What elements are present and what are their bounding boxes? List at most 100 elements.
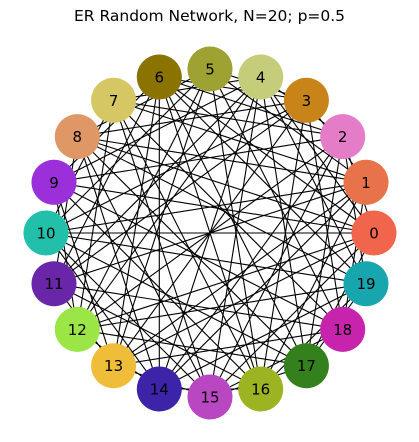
node-circle-12 — [54, 306, 100, 352]
edge-5-10 — [45, 68, 211, 234]
edge-7-10 — [45, 100, 115, 234]
edge-6-11 — [53, 76, 160, 284]
node-5: 5 — [187, 46, 233, 92]
node-label-5: 5 — [205, 61, 215, 79]
edge-layer — [45, 68, 375, 398]
edge-4-19 — [260, 76, 367, 284]
node-15: 15 — [187, 374, 233, 420]
node-circle-4 — [238, 54, 284, 100]
edge-10-15 — [45, 232, 211, 398]
node-label-10: 10 — [36, 225, 55, 243]
node-label-13: 13 — [104, 357, 123, 375]
node-label-9: 9 — [49, 174, 59, 192]
edge-0-9 — [53, 181, 375, 234]
edge-6-17 — [158, 76, 307, 366]
edge-5-8 — [77, 68, 211, 138]
node-label-8: 8 — [73, 128, 83, 146]
node-circle-10 — [23, 210, 69, 256]
edge-10-17 — [45, 232, 307, 367]
edge-3-11 — [53, 99, 307, 285]
node-label-15: 15 — [200, 389, 219, 407]
edge-10-14 — [45, 232, 160, 390]
node-circle-7 — [91, 77, 137, 123]
node-label-17: 17 — [297, 357, 316, 375]
node-17: 17 — [283, 343, 329, 389]
node-0: 0 — [351, 210, 397, 256]
node-circle-3 — [283, 77, 329, 123]
node-circle-14 — [136, 366, 182, 412]
node-3: 3 — [283, 77, 329, 123]
node-label-6: 6 — [155, 69, 165, 87]
edge-10-19 — [45, 232, 367, 285]
node-circle-6 — [136, 54, 182, 100]
edge-4-7 — [113, 76, 261, 101]
node-circle-2 — [320, 114, 366, 160]
edge-11-18 — [53, 283, 343, 330]
node-2: 2 — [320, 114, 366, 160]
node-9: 9 — [31, 159, 77, 205]
node-label-7: 7 — [109, 92, 119, 110]
edge-4-12 — [76, 76, 262, 330]
node-circle-19 — [343, 261, 389, 307]
edge-12-19 — [77, 283, 367, 330]
node-13: 13 — [91, 343, 137, 389]
node-4: 4 — [238, 54, 284, 100]
edge-0-15 — [209, 232, 375, 398]
edge-8-11 — [53, 136, 78, 284]
node-circle-9 — [31, 159, 77, 205]
edge-9-18 — [53, 181, 343, 330]
node-label-2: 2 — [338, 128, 348, 146]
node-6: 6 — [136, 54, 182, 100]
edge-16-19 — [260, 283, 367, 390]
edge-8-17 — [76, 136, 307, 367]
node-circle-15 — [187, 374, 233, 420]
edge-8-19 — [77, 136, 367, 285]
node-12: 12 — [54, 306, 100, 352]
edge-1-18 — [342, 182, 367, 330]
edge-15-18 — [209, 328, 343, 398]
node-10: 10 — [23, 210, 69, 256]
node-circle-11 — [31, 261, 77, 307]
node-7: 7 — [91, 77, 137, 123]
edge-2-19 — [342, 136, 367, 284]
edge-9-12 — [53, 182, 78, 330]
edge-0-17 — [305, 232, 375, 366]
node-1: 1 — [343, 159, 389, 205]
node-11: 11 — [31, 261, 77, 307]
edge-6-19 — [158, 76, 367, 285]
node-circle-13 — [91, 343, 137, 389]
edge-1-10 — [45, 181, 367, 234]
edge-14-19 — [159, 283, 367, 390]
node-label-19: 19 — [356, 275, 375, 293]
edge-9-13 — [53, 182, 115, 366]
node-label-4: 4 — [256, 69, 266, 87]
edge-3-10 — [45, 99, 307, 234]
edge-5-16 — [209, 68, 262, 390]
node-circle-17 — [283, 343, 329, 389]
edge-11-16 — [53, 283, 261, 390]
node-label-1: 1 — [361, 174, 371, 192]
edge-13-18 — [113, 328, 343, 367]
node-circle-1 — [343, 159, 389, 205]
edge-3-6 — [159, 76, 307, 101]
edge-1-16 — [260, 182, 367, 390]
diagram-title: ER Random Network, N=20; p=0.5 — [73, 7, 346, 25]
edge-7-18 — [113, 99, 344, 330]
edge-8-14 — [76, 136, 160, 390]
node-label-12: 12 — [68, 321, 87, 339]
edge-5-18 — [209, 68, 344, 330]
node-circle-8 — [54, 114, 100, 160]
node-label-0: 0 — [369, 225, 379, 243]
node-14: 14 — [136, 366, 182, 412]
edge-9-16 — [53, 181, 262, 390]
node-label-14: 14 — [150, 381, 169, 399]
node-label-18: 18 — [333, 321, 352, 339]
node-label-16: 16 — [251, 381, 270, 399]
edge-7-16 — [113, 100, 262, 390]
node-label-3: 3 — [302, 92, 312, 110]
node-19: 19 — [343, 261, 389, 307]
node-circle-0 — [351, 210, 397, 256]
node-circle-16 — [238, 366, 284, 412]
